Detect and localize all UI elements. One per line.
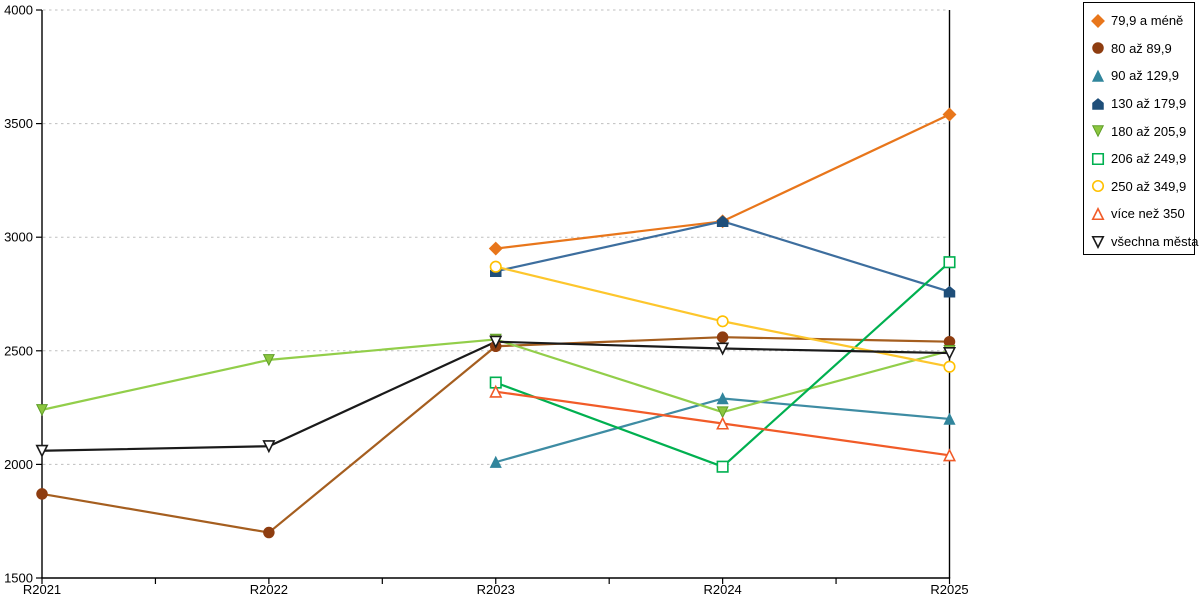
data-point-marker (1091, 235, 1105, 249)
data-point-marker (716, 215, 729, 228)
y-tick-label: 2500 (4, 343, 33, 358)
data-point-marker (943, 412, 956, 425)
data-point-marker (1091, 206, 1105, 221)
legend-marker-circle-icon (1092, 42, 1104, 55)
data-point-marker (943, 285, 956, 298)
data-point-marker (263, 526, 275, 539)
legend-marker-triangle-down-icon (1091, 125, 1105, 138)
legend-item: 180 až 205,9 (1084, 117, 1194, 145)
data-point-marker (716, 460, 729, 473)
data-point-marker (488, 241, 503, 256)
legend-item: více než 350 (1084, 200, 1194, 228)
y-tick-label: 3500 (4, 116, 33, 131)
legend-marker-pentagon-up-icon (1092, 97, 1104, 110)
y-tick-label: 2000 (4, 457, 33, 472)
legend-marker-square-icon (1091, 152, 1105, 165)
legend-marker-diamond-icon (1091, 13, 1105, 28)
legend-item: 130 až 179,9 (1084, 90, 1194, 118)
legend-item-label: více než 350 (1111, 206, 1185, 222)
data-point-marker (489, 335, 503, 349)
x-tick-label: R2024 (703, 582, 741, 597)
data-point-marker (716, 342, 730, 356)
legend-item-label: 180 až 205,9 (1111, 123, 1187, 139)
data-point-marker (716, 406, 729, 419)
data-point-marker (1091, 152, 1105, 165)
data-point-marker (35, 444, 49, 458)
data-point-marker (489, 455, 502, 468)
legend-marker-triangle-down-icon (1091, 235, 1105, 249)
data-point-marker (489, 376, 502, 389)
legend-item-label: 130 až 179,9 (1111, 96, 1187, 112)
legend-item-label: 80 až 89,9 (1111, 40, 1172, 56)
data-point-marker (262, 354, 275, 367)
data-point-marker (35, 404, 49, 417)
data-point-marker (1091, 180, 1105, 193)
legend-item: 79,9 a méně (1084, 7, 1194, 35)
x-tick-label: R2022 (250, 582, 288, 597)
data-point-marker (943, 256, 956, 269)
series-line-3 (494, 220, 951, 293)
data-point-marker (942, 448, 957, 462)
legend-item: 80 až 89,9 (1084, 35, 1194, 63)
legend-item-label: 250 až 349,9 (1111, 178, 1187, 194)
y-tick-label: 3000 (4, 230, 33, 245)
legend-item: 90 až 129,9 (1084, 62, 1194, 90)
data-point-marker (943, 360, 956, 373)
legend-marker-triangle-up-icon (1091, 69, 1105, 82)
legend-item-label: všechna města (1111, 234, 1199, 250)
series-line-5 (494, 261, 951, 468)
legend-marker-circle-icon (1091, 180, 1105, 193)
legend-item-label: 90 až 129,9 (1111, 68, 1179, 84)
data-point-marker (262, 440, 276, 454)
data-point-marker (489, 260, 502, 273)
data-point-marker (1091, 13, 1105, 28)
data-point-marker (1092, 97, 1104, 110)
legend-item-label: 79,9 a méně (1111, 13, 1184, 29)
data-point-marker (942, 107, 957, 122)
legend-item: všechna města (1084, 228, 1198, 256)
y-tick-label: 1500 (4, 571, 33, 586)
series-line-1 (40, 336, 951, 534)
legend-marker-triangle-up-icon (1091, 206, 1105, 221)
data-point-marker (36, 488, 48, 500)
y-tick-label: 4000 (4, 3, 33, 18)
data-point-marker (1091, 125, 1105, 138)
data-point-marker (489, 384, 503, 398)
series-line-0 (494, 113, 951, 250)
legend-item: 250 až 349,9 (1084, 173, 1194, 201)
data-point-marker (716, 416, 730, 430)
x-tick-label: R2021 (23, 582, 61, 597)
data-point-marker (716, 392, 729, 405)
data-point-marker (1092, 42, 1104, 55)
data-point-marker (1091, 69, 1105, 82)
legend: 79,9 a méně 80 až 89,9 90 až 129,9 130 až 1… (1083, 2, 1198, 256)
data-point-marker (716, 315, 729, 328)
legend-item-label: 206 až 249,9 (1111, 151, 1187, 167)
legend-item: 206 až 249,9 (1084, 145, 1194, 173)
data-point-marker (942, 347, 957, 361)
data-point-marker (716, 331, 729, 343)
x-tick-label: R2023 (477, 582, 515, 597)
x-tick-label: R2025 (930, 582, 968, 597)
